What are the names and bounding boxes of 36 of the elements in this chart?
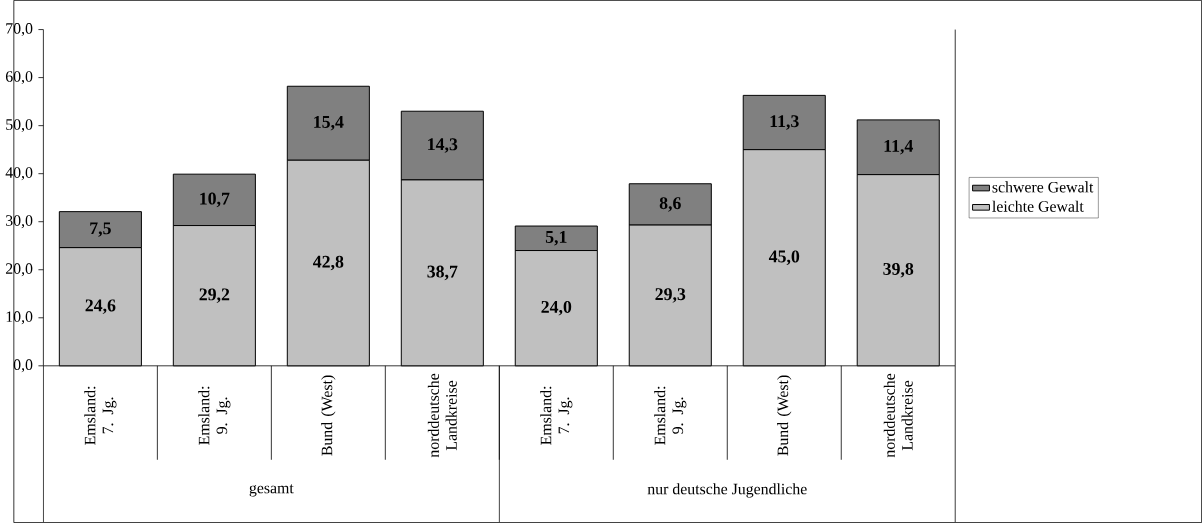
data-label: 39,8 (883, 262, 914, 278)
y-tick-label: 20,0 (5, 263, 33, 277)
data-label: 11,4 (884, 140, 914, 155)
data-label: 8,6 (659, 197, 681, 212)
data-label: 5,1 (545, 231, 567, 246)
data-label: 24,0 (541, 300, 572, 316)
y-tick-label: 60,0 (5, 71, 33, 85)
y-tick-label: 50,0 (6, 119, 33, 133)
y-tick-label: 0,0 (13, 359, 33, 373)
text: nur deutsche Jugendliche (647, 483, 807, 498)
y-tick-label: 30,0 (6, 215, 33, 229)
x-tick-label: Bund (West) (777, 375, 792, 456)
x-tick-label: Emsland: 9. Jg. (654, 386, 687, 445)
text: gesamt (249, 484, 294, 497)
data-label: 15,4 (314, 115, 344, 131)
data-label: 7,5 (90, 222, 111, 237)
x-tick-label: Emsland: 7. Jg. (84, 386, 117, 445)
legend-label: leichte Gewalt (992, 200, 1084, 212)
x-tick-label: Emsland: 9. Jg. (198, 386, 231, 445)
data-label: 11,3 (770, 115, 799, 130)
data-label: 29,2 (199, 288, 230, 303)
x-tick-label: Bund (West) (321, 375, 336, 456)
data-label: 14,3 (428, 138, 458, 153)
data-label: 42,8 (313, 255, 344, 271)
data-label: 45,0 (768, 250, 800, 266)
y-tick-label: 40,0 (5, 167, 33, 181)
y-tick-label: 10,0 (6, 311, 33, 325)
x-tick-label: norddeutsche Landkreise (427, 373, 457, 458)
legend-label: schwere Gewalt (992, 181, 1094, 193)
data-label: 10,7 (200, 192, 230, 208)
x-tick-label: norddeutsche Landkreise (883, 373, 913, 458)
data-label: 38,7 (427, 265, 458, 281)
data-label: 29,3 (655, 288, 686, 303)
y-tick-label: 70,0 (6, 23, 33, 37)
x-tick-label: Emsland: 7. Jg. (540, 386, 573, 445)
data-label: 24,6 (85, 299, 116, 315)
